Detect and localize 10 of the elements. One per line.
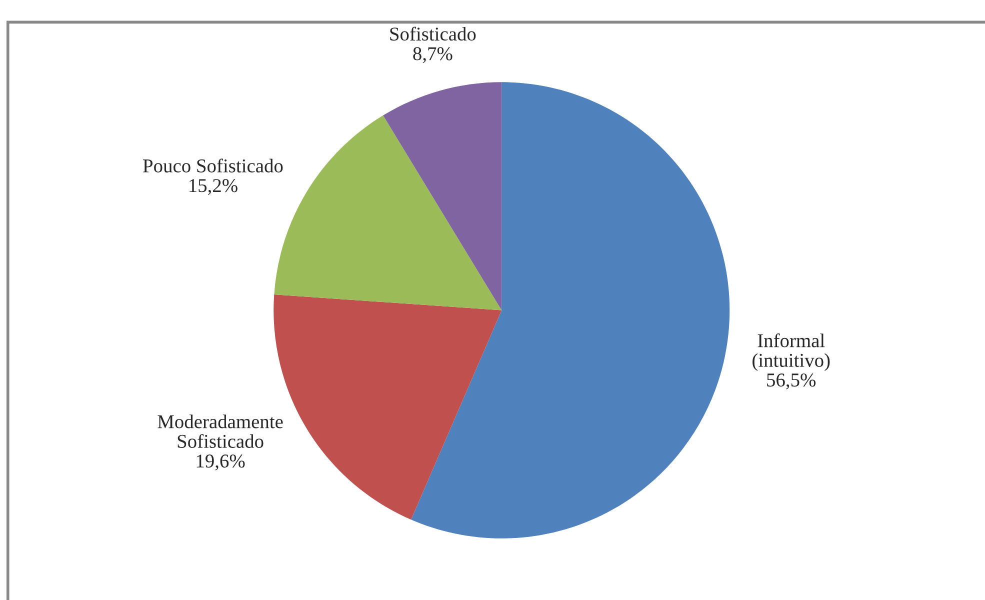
data-label: 56,5% [767, 373, 816, 390]
slice-label: Moderadamente Sofisticado [158, 414, 283, 448]
slice-label: Pouco Sofisticado [143, 158, 283, 172]
pie-slice [383, 82, 502, 310]
pie-slice [411, 82, 730, 538]
slice-label: Informal (intuitivo) [752, 333, 830, 371]
data-label: 15,2% [190, 179, 238, 195]
data-label: 19,6% [196, 454, 245, 470]
data-label: 8,7% [413, 47, 452, 64]
slice-label: Sofisticado [390, 26, 476, 41]
